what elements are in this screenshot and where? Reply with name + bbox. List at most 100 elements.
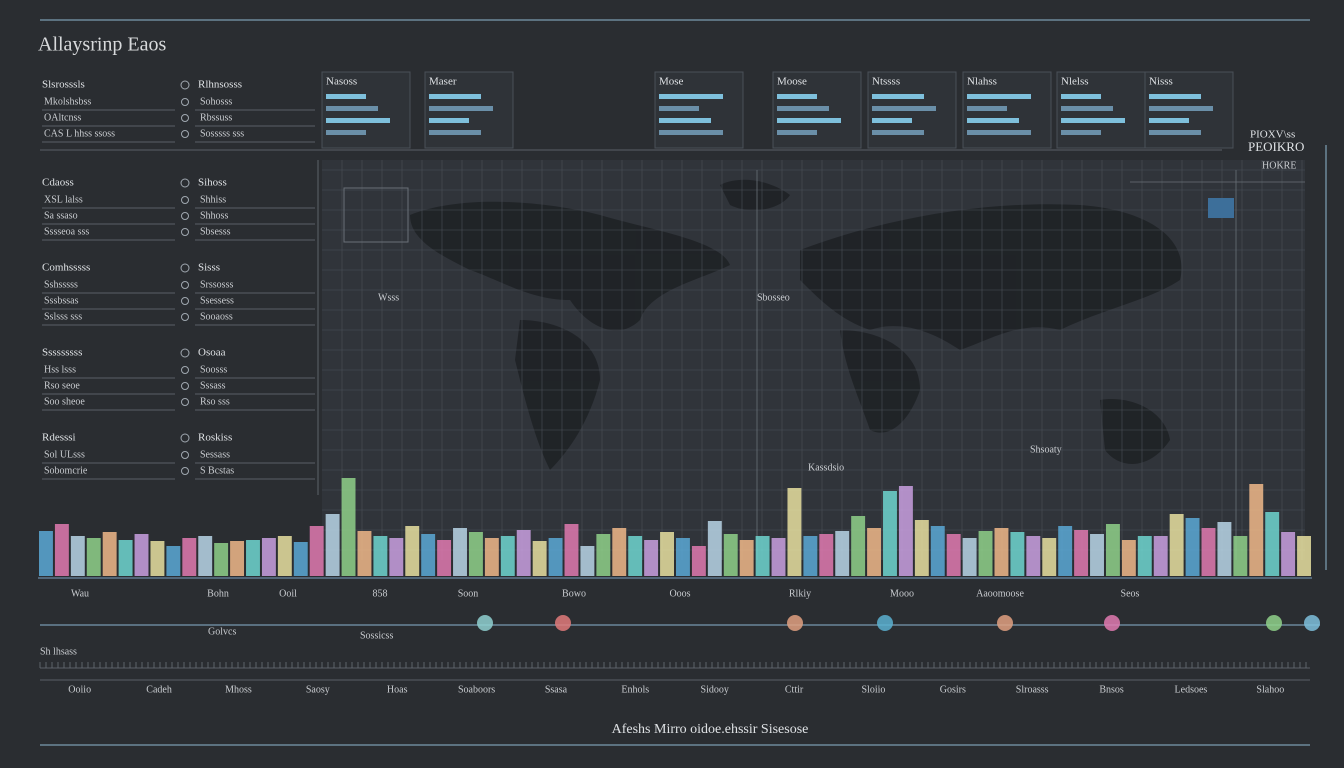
- bar: [787, 488, 802, 576]
- row-label: Sol ULsss: [44, 449, 85, 460]
- card-title: Nasoss: [326, 76, 357, 88]
- bar: [70, 536, 85, 576]
- timeline-label: Golvcs: [208, 626, 236, 637]
- card-stripe: [967, 118, 1019, 123]
- row-label: Sslsss sss: [44, 311, 82, 322]
- bar: [596, 534, 611, 576]
- bar: [198, 536, 213, 576]
- bar: [1105, 524, 1120, 576]
- timeline-node: [1304, 615, 1320, 631]
- card-title: Nisss: [1149, 76, 1173, 88]
- card-stripe: [429, 118, 469, 123]
- section-title: Rdesssi: [42, 432, 76, 444]
- row-value: Sbsesss: [200, 226, 231, 237]
- continent: [720, 179, 790, 211]
- bar: [437, 540, 452, 576]
- card-stripe: [659, 94, 723, 99]
- row-label: Sobomcrie: [44, 465, 88, 476]
- card-stripe: [659, 106, 699, 111]
- bar: [182, 538, 197, 576]
- section-title: Sssssssss: [42, 347, 82, 359]
- icon: [181, 281, 189, 289]
- continent: [515, 320, 600, 470]
- bar: [293, 542, 308, 576]
- card-stripe: [967, 94, 1031, 99]
- icon: [181, 366, 189, 374]
- bar: [1249, 484, 1264, 576]
- bar: [118, 540, 133, 576]
- icon: [181, 130, 189, 138]
- bar: [484, 538, 499, 576]
- icon: [181, 313, 189, 321]
- bar: [214, 543, 229, 576]
- bar: [532, 541, 547, 576]
- timeline-node: [997, 615, 1013, 631]
- bar: [660, 532, 674, 576]
- map-label: Kassdsio: [808, 462, 844, 473]
- row-label: Sssseoa sss: [44, 226, 89, 237]
- corner-title: PIOXV\ss: [1250, 129, 1295, 141]
- card-stripe: [326, 106, 378, 111]
- map-label: Sbosseo: [757, 292, 790, 303]
- row-label: Mkolshsbss: [44, 96, 91, 107]
- row-value: Ssessess: [200, 295, 234, 306]
- bottom-label: Sidooy: [701, 684, 729, 695]
- row-value: S Bcstas: [200, 465, 234, 476]
- bar: [1137, 536, 1152, 576]
- bar: [771, 538, 786, 576]
- timeline-label: Sh lhsass: [40, 646, 77, 657]
- axis-label: Ooil: [279, 588, 297, 599]
- row-label: OAltcnss: [44, 112, 81, 123]
- timeline-node: [1104, 615, 1120, 631]
- axis-label: Bowo: [562, 588, 586, 599]
- footer: Afeshs Mirro oidoe.ehssir Sisesose: [612, 722, 809, 737]
- corner-subtitle: PEOIKRO: [1248, 139, 1304, 154]
- icon: [181, 98, 189, 106]
- axis-label: Wau: [71, 588, 89, 599]
- card-stripe: [777, 130, 817, 135]
- section-title: Roskiss: [198, 432, 232, 444]
- row-value: Srssosss: [200, 279, 233, 290]
- row-label: XSL lalss: [44, 194, 83, 205]
- card-stripe: [1061, 94, 1101, 99]
- row-label: CAS L hhss ssoss: [44, 128, 115, 139]
- bar: [962, 538, 977, 576]
- axis-label: Ooos: [669, 588, 690, 599]
- bottom-label: Mhoss: [225, 684, 252, 695]
- bar: [994, 528, 1009, 576]
- row-label: Sshsssss: [44, 279, 78, 290]
- axis-label: Bohn: [207, 588, 229, 599]
- row-value: Rbssuss: [200, 112, 232, 123]
- card-stripe: [777, 118, 841, 123]
- icon: [180, 263, 190, 273]
- bar: [54, 524, 69, 576]
- bar: [86, 538, 101, 576]
- row-label: Soo sheoe: [44, 396, 85, 407]
- bar: [261, 538, 276, 576]
- bar: [612, 528, 627, 576]
- bar: [1169, 514, 1184, 576]
- card-stripe: [326, 118, 390, 123]
- timeline-node: [877, 615, 893, 631]
- axis-label: Soon: [458, 588, 479, 599]
- card-stripe: [872, 130, 924, 135]
- bar: [835, 531, 850, 576]
- timeline-node: [555, 615, 571, 631]
- bar: [1042, 538, 1057, 576]
- bar: [1281, 532, 1296, 576]
- bar: [357, 531, 372, 576]
- row-value: Shhoss: [200, 210, 228, 221]
- bottom-label: Hoas: [387, 684, 408, 695]
- bar: [421, 534, 436, 576]
- card-title: Mose: [659, 76, 684, 88]
- bar: [1185, 518, 1200, 576]
- row-value: Sosssss sss: [200, 128, 244, 139]
- bar: [468, 532, 483, 576]
- icon: [180, 348, 190, 358]
- bar: [453, 528, 467, 576]
- bar: [644, 540, 659, 576]
- bar: [1217, 522, 1232, 576]
- section-title: Slsrosssls: [42, 79, 85, 91]
